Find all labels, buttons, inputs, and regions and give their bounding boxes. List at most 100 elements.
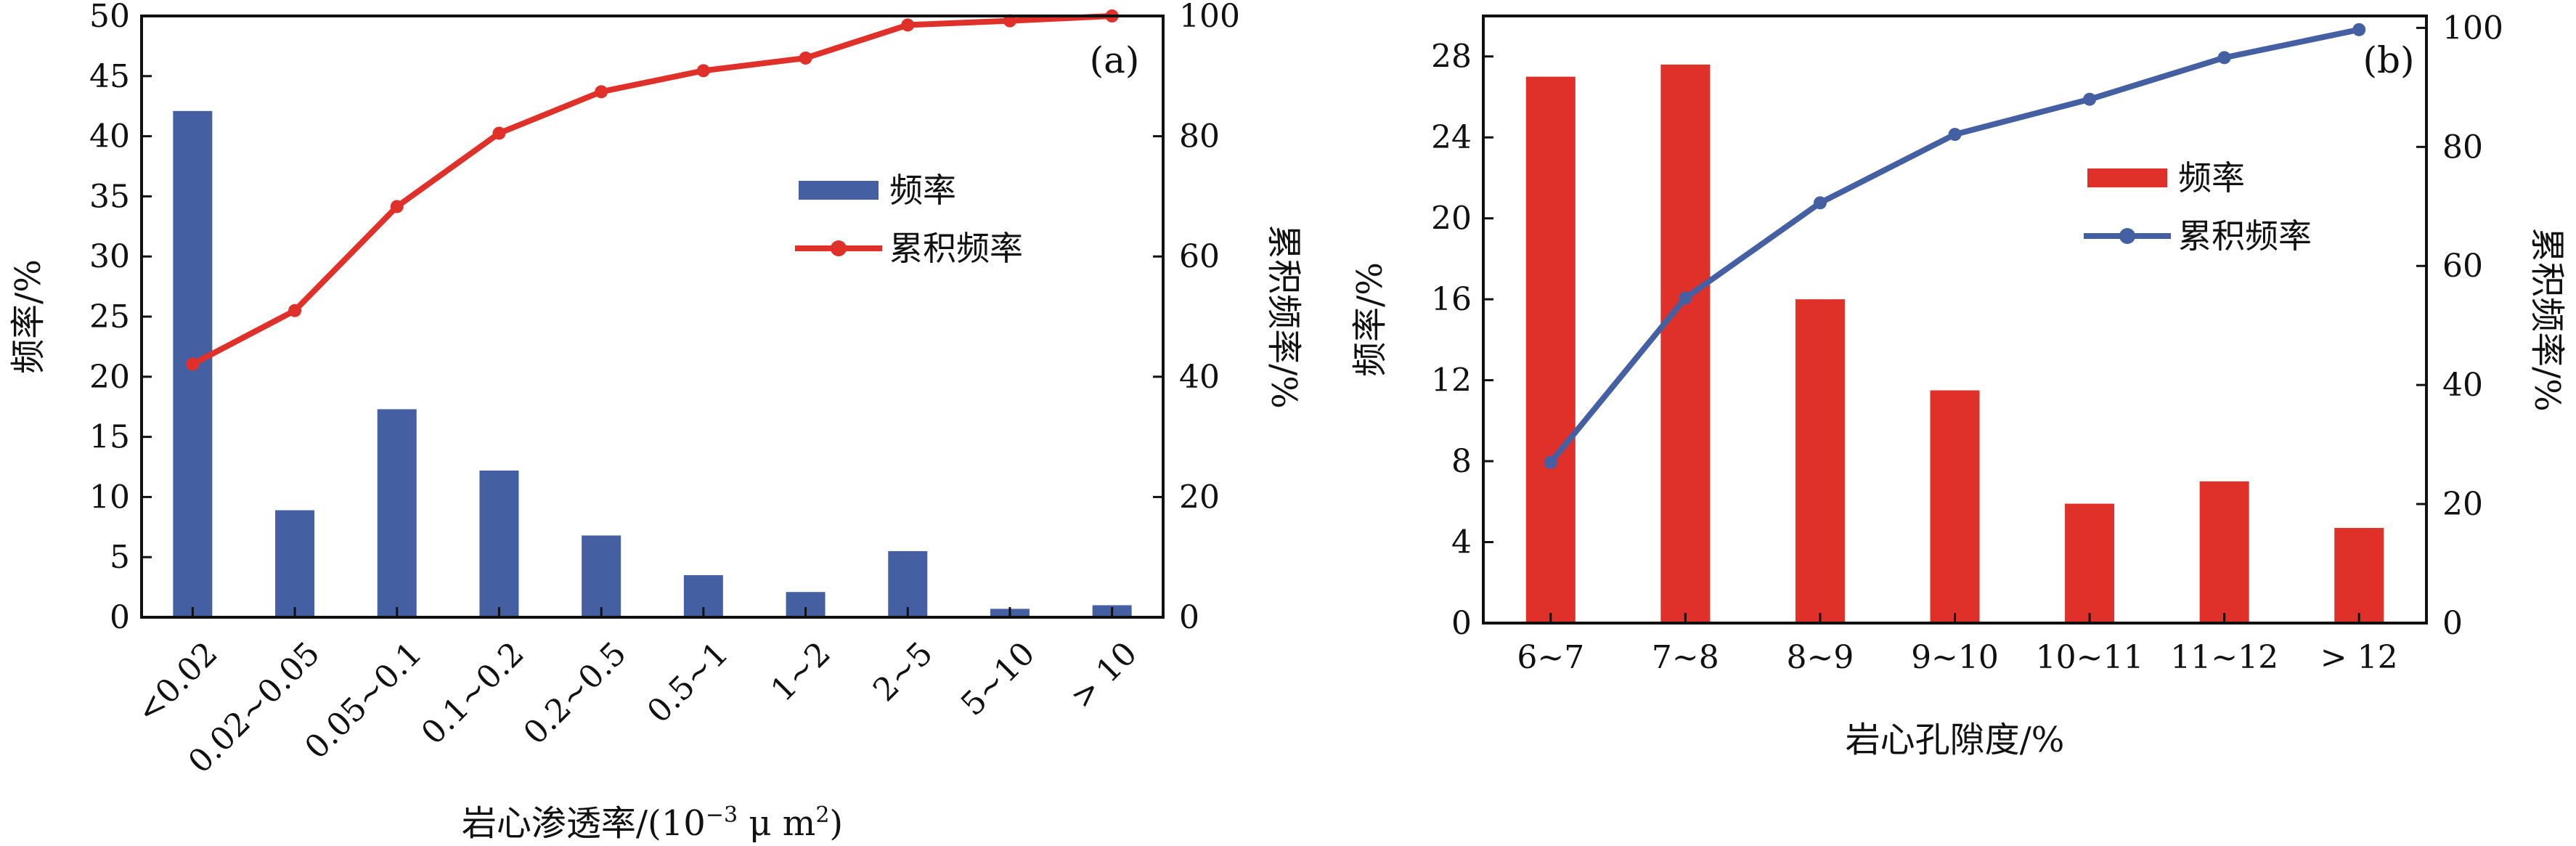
- x-axis-title: 岩心渗透率/(10−3 μ m2): [462, 802, 843, 844]
- left-tick-label: 24: [1431, 119, 1472, 156]
- x-tick-label: <0.02: [129, 635, 224, 730]
- right-tick-label: 80: [1179, 118, 1220, 155]
- bar-10~11: [2065, 503, 2115, 623]
- cumulative-point-2~5: [901, 18, 915, 32]
- left-tick-label: 35: [89, 178, 130, 215]
- left-tick-label: 0: [110, 599, 130, 636]
- x-axis-title-part: ): [829, 803, 843, 844]
- right-tick-label: 60: [1179, 238, 1220, 275]
- legend-swatch-marker: [2119, 228, 2135, 244]
- cumulative-point-1~2: [799, 51, 812, 65]
- left-tick-label: 12: [1431, 362, 1472, 399]
- legend-label-line: 累积频率: [2178, 216, 2312, 256]
- x-tick-label: 1~2: [764, 635, 838, 709]
- cumulative-point-8~9: [1813, 196, 1827, 210]
- bar-0.02~0.05: [275, 510, 315, 617]
- x-tick-label: 0.2~0.5: [516, 635, 633, 752]
- right-tick-label: 0: [2442, 605, 2463, 642]
- left-tick-label: 40: [89, 118, 130, 155]
- cumulative-point-0.02~0.05: [288, 304, 302, 317]
- left-tick-label: 5: [110, 539, 130, 576]
- x-tick-label: 2~5: [866, 635, 940, 709]
- legend-label-line: 累积频率: [889, 229, 1023, 268]
- right-tick-label: 20: [2442, 486, 2483, 523]
- right-tick-label: 40: [2442, 367, 2483, 404]
- cumulative-point-0.1~0.2: [492, 126, 506, 140]
- cumulative-point-9~10: [1948, 128, 1962, 142]
- x-axis-title-part: 岩心渗透率/(10: [462, 803, 706, 844]
- cumulative-point-11~12: [2217, 51, 2231, 65]
- bar-0.05~0.1: [377, 409, 417, 617]
- cumulative-point-<0.02: [186, 357, 200, 371]
- x-tick-label: 7~8: [1652, 639, 1719, 676]
- x-tick-label: 11~12: [2170, 639, 2278, 676]
- x-axis-title-part: 2: [815, 802, 829, 828]
- left-tick-label: 10: [89, 479, 130, 516]
- left-tick-label: 28: [1431, 38, 1472, 76]
- bar-> 12: [2334, 528, 2384, 623]
- legend-label-bar: 频率: [889, 171, 956, 210]
- x-tick-label: 10~11: [2036, 639, 2144, 676]
- y2-axis-title: 累积频率/%: [2527, 227, 2567, 412]
- left-tick-label: 50: [89, 0, 130, 35]
- cumulative-point-6~7: [1544, 455, 1557, 469]
- panel-label: (a): [1090, 39, 1140, 81]
- x-tick-label: 0.5~1: [640, 635, 735, 730]
- y-axis-title: 频率/%: [8, 259, 49, 374]
- left-tick-label: 20: [1431, 200, 1472, 237]
- right-tick-label: 0: [1179, 599, 1199, 636]
- left-tick-label: 30: [89, 238, 130, 275]
- left-tick-label: 4: [1451, 524, 1472, 561]
- legend-swatch-bar: [2087, 168, 2167, 187]
- left-tick-label: 15: [89, 419, 130, 456]
- legend-swatch-bar: [799, 181, 879, 200]
- bar-2~5: [888, 550, 928, 617]
- bar-11~12: [2199, 481, 2249, 623]
- cumulative-point-7~8: [1679, 291, 1692, 305]
- left-tick-label: 0: [1451, 605, 1472, 642]
- left-tick-label: 45: [89, 58, 130, 95]
- cumulative-point-5~10: [1003, 14, 1016, 28]
- right-tick-label: 100: [2442, 9, 2503, 46]
- x-tick-label: > 12: [2320, 639, 2398, 676]
- cumulative-point-0.2~0.5: [595, 85, 608, 99]
- legend-swatch-marker: [831, 240, 847, 256]
- left-tick-label: 25: [89, 298, 130, 335]
- right-tick-label: 100: [1179, 0, 1240, 35]
- bar-8~9: [1795, 299, 1845, 623]
- y2-axis-title: 累积频率/%: [1263, 224, 1304, 409]
- chart-panel-b: 0 4 8 12 16 20 24 28 0 20 40 60 80 100 6~7 7~8 8~9 9~10 10…: [1350, 9, 2567, 760]
- bar-0.2~0.5: [582, 535, 621, 617]
- cumulative-point-> 12: [2352, 23, 2366, 36]
- cumulative-point-10~11: [2083, 92, 2097, 106]
- legend-label-bar: 频率: [2178, 158, 2245, 198]
- cumulative-line: [189, 13, 1115, 367]
- x-tick-label: 8~9: [1786, 639, 1854, 676]
- bar-7~8: [1660, 64, 1711, 623]
- y-axis-title: 频率/%: [1350, 262, 1390, 377]
- left-tick-label: 8: [1451, 443, 1472, 480]
- cumulative-point-0.05~0.1: [390, 200, 404, 213]
- right-tick-label: 40: [1179, 359, 1220, 396]
- x-tick-label: > 10: [1063, 635, 1144, 716]
- x-axis-title-part: μ m: [738, 803, 815, 844]
- x-tick-label: 9~10: [1911, 639, 1999, 676]
- panel-label: (b): [2363, 39, 2414, 81]
- right-tick-label: 20: [1179, 479, 1220, 516]
- right-tick-label: 80: [2442, 129, 2483, 166]
- left-tick-label: 20: [89, 359, 130, 396]
- chart-panel-a: 05101520253035404550020406080100<0.020.0…: [8, 0, 1304, 844]
- bar-0.1~0.2: [479, 470, 519, 617]
- bar-9~10: [1930, 390, 1980, 623]
- cumulative-point-0.5~1: [696, 64, 710, 78]
- x-tick-label: 0.1~0.2: [415, 635, 531, 752]
- x-tick-label: 5~10: [954, 635, 1043, 723]
- x-tick-label: 6~7: [1517, 639, 1584, 676]
- x-axis-title: 岩心孔隙度/%: [1846, 720, 2065, 760]
- bar-6~7: [1525, 76, 1576, 624]
- left-tick-label: 16: [1431, 281, 1472, 318]
- x-axis-title-part: −3: [706, 802, 738, 828]
